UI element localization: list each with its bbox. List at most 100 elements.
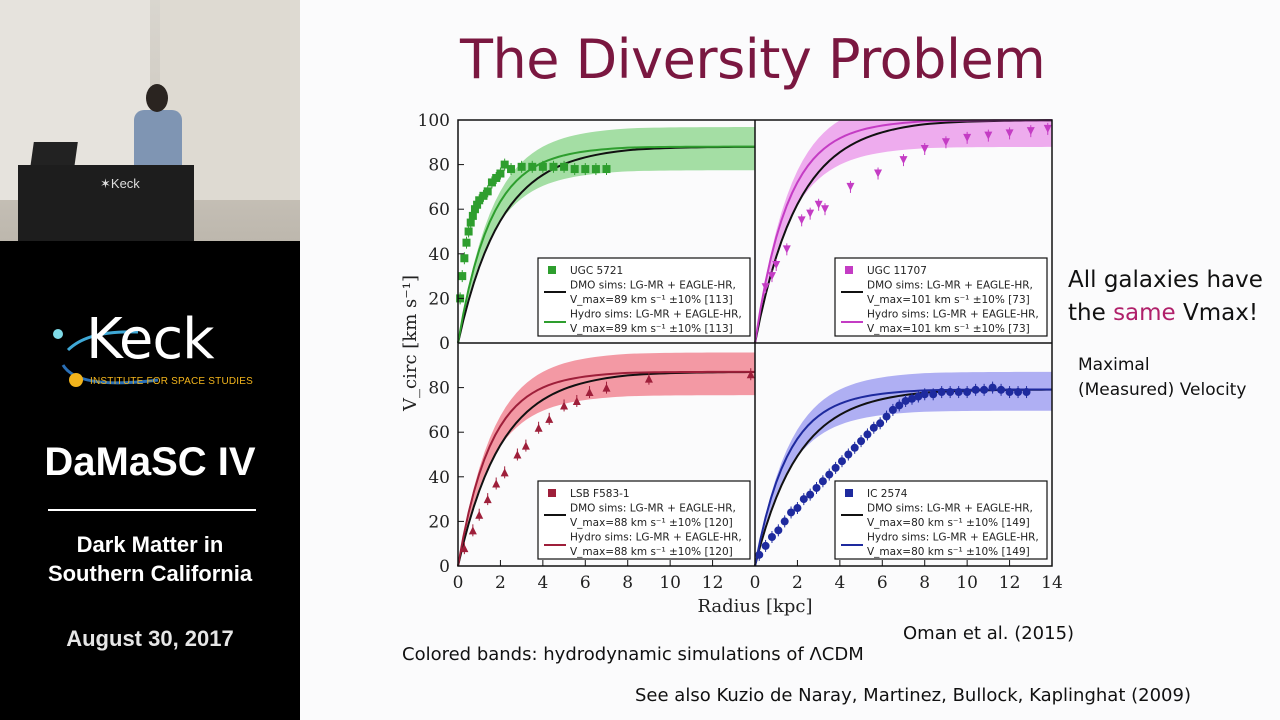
data-point (844, 450, 853, 459)
panel-ugc-11707 (754, 119, 1053, 344)
data-point (549, 162, 558, 171)
data-point (1005, 129, 1014, 138)
x-tick-label: 8 (919, 573, 930, 593)
sidebar-panel: ✶Keck Keck INSTITUTE FOR SPACE STUDIES D… (0, 0, 300, 720)
x-tick-label: 12 (702, 573, 724, 593)
data-point (644, 374, 653, 383)
data-point (581, 165, 590, 174)
data-point (462, 238, 471, 247)
data-point (755, 550, 764, 559)
slide-title: The Diversity Problem (460, 28, 1046, 91)
data-point (963, 388, 972, 397)
see-also-reference: See also Kuzio de Naray, Martinez, Bullo… (635, 685, 1191, 706)
data-point (929, 390, 938, 399)
data-point (560, 401, 569, 410)
data-point (545, 414, 554, 423)
keck-logo-icon (53, 329, 159, 387)
data-point (767, 533, 776, 542)
panel-ugc-5721 (456, 127, 756, 344)
data-point (954, 388, 963, 397)
data-point (500, 160, 509, 169)
data-point (761, 283, 770, 292)
data-point (850, 443, 859, 452)
panel-ic-2574 (754, 371, 1053, 567)
x-tick-label: 2 (495, 573, 506, 593)
legend-box (537, 257, 751, 337)
x-tick-label: 4 (537, 573, 548, 593)
panel-lsb-f583-1 (457, 352, 756, 567)
legend-entry: V_max=80 km s⁻¹ ±10% [149] (867, 517, 1030, 529)
data-point (475, 196, 484, 205)
legend-entry: V_max=101 km s⁻¹ ±10% [73] (867, 323, 1030, 335)
data-point (602, 383, 611, 392)
simulation-band (458, 352, 755, 566)
data-point (780, 517, 789, 526)
data-point (818, 477, 827, 486)
data-point (941, 138, 950, 147)
note-same-vmax: All galaxies have the same Vmax! (1068, 264, 1263, 330)
event-subtitle-line: Southern California (47, 561, 253, 586)
legend-entry: V_max=88 km s⁻¹ ±10% [120] (570, 517, 733, 529)
data-point (901, 396, 910, 405)
data-point (799, 495, 808, 504)
data-point (914, 392, 923, 401)
simulation-band (458, 127, 755, 343)
legend-entry: LSB F583-1 (570, 488, 630, 500)
y-tick-label: 60 (428, 200, 450, 220)
data-point (572, 396, 581, 405)
data-point (560, 162, 569, 171)
simulation-band (755, 371, 1052, 566)
data-point (899, 156, 908, 165)
data-point (761, 541, 770, 550)
legend-entry: IC 2574 (867, 488, 908, 500)
legend-marker (548, 266, 556, 274)
data-point (874, 169, 883, 178)
data-point (460, 544, 469, 553)
hydro-curve (457, 370, 756, 567)
data-point (468, 526, 477, 535)
speaker-body (134, 110, 182, 170)
citation: Oman et al. (2015) (903, 623, 1075, 644)
legend-marker (548, 489, 556, 497)
data-point (487, 178, 496, 187)
data-point (821, 205, 830, 214)
data-point (920, 144, 929, 153)
legend-entry: UGC 5721 (570, 265, 623, 277)
data-point (806, 209, 815, 218)
data-point (888, 405, 897, 414)
data-point (869, 423, 878, 432)
data-point (831, 463, 840, 472)
legend-entry: DMO sims: LG-MR + EAGLE-HR, (570, 280, 736, 292)
y-tick-label: 20 (428, 512, 450, 532)
legend-entry: DMO sims: LG-MR + EAGLE-HR, (867, 503, 1033, 515)
legend-entry: V_max=89 km s⁻¹ ±10% [113] (570, 294, 733, 306)
data-point (473, 200, 482, 209)
data-point (1014, 388, 1023, 397)
legend-entry: Hydro sims: LG-MR + EAGLE-HR, (570, 309, 742, 321)
legend-entry: V_max=88 km s⁻¹ ±10% [120] (570, 546, 733, 558)
data-point (863, 430, 872, 439)
event-subtitle: Dark Matter in Southern California (0, 530, 300, 588)
data-point (806, 490, 815, 499)
y-tick-label: 100 (418, 111, 450, 131)
data-point (876, 419, 885, 428)
y-tick-label: 80 (428, 379, 450, 399)
legend-box (537, 480, 751, 560)
data-point (937, 388, 946, 397)
data-point (507, 165, 516, 174)
x-tick-label: 10 (659, 573, 681, 593)
data-point (466, 218, 475, 227)
legend-entry: V_max=89 km s⁻¹ ±10% [113] (570, 323, 733, 335)
legend-marker (845, 489, 853, 497)
data-point (458, 272, 467, 281)
logo-wordmark: Keck (86, 307, 215, 372)
data-point (846, 182, 855, 191)
data-point (814, 200, 823, 209)
data-point (793, 504, 802, 513)
podium-logo: ✶Keck (100, 176, 140, 191)
x-tick-label: 14 (1041, 573, 1063, 593)
x-tick-label: 12 (999, 573, 1021, 593)
event-title: DaMaSC IV (44, 440, 256, 484)
x-tick-label: 6 (580, 573, 591, 593)
legend-entry: Hydro sims: LG-MR + EAGLE-HR, (570, 532, 742, 544)
